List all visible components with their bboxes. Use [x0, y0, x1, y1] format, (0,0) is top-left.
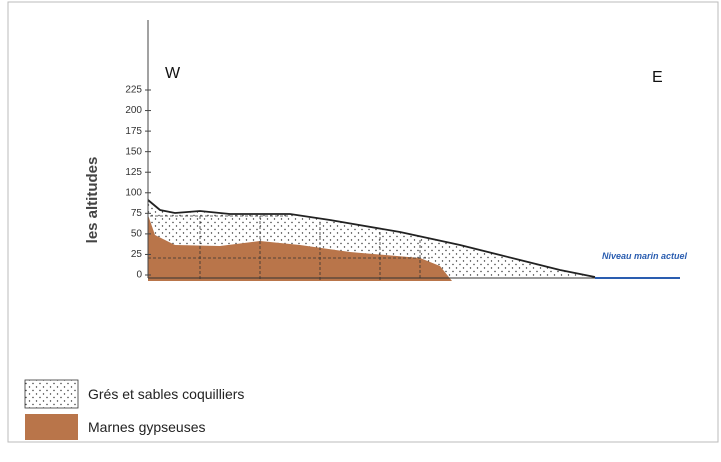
- legend-label: Grés et sables coquilliers: [88, 386, 244, 402]
- ticks: 0 25 50 75 100 125 150 175 200 225: [125, 85, 151, 281]
- marl-layer: [148, 215, 452, 281]
- east-label: E: [652, 69, 663, 86]
- tick-label: 175: [125, 126, 142, 137]
- tick-label: 25: [131, 249, 143, 260]
- tick-label: 200: [125, 105, 142, 116]
- tick-label: 225: [125, 85, 142, 96]
- legend-swatch-marl: [25, 414, 78, 440]
- axis-label: les altitudes: [84, 157, 101, 244]
- tick-label: 0: [136, 270, 142, 281]
- legend-label: Marnes gypseuses: [88, 419, 206, 435]
- legend-swatch-sand: [24, 379, 79, 409]
- tick-label: 100: [125, 187, 142, 198]
- sea-level-label: Niveau marin actuel: [602, 251, 688, 261]
- dashed-lines: [148, 215, 430, 280]
- tick-label: 150: [125, 146, 142, 157]
- west-label: W: [165, 65, 181, 82]
- ground-profile: [147, 199, 596, 278]
- tick-label: 125: [125, 167, 142, 178]
- frame: [7, 1, 719, 443]
- tick-label: 50: [131, 229, 143, 240]
- tick-label: 75: [131, 208, 143, 219]
